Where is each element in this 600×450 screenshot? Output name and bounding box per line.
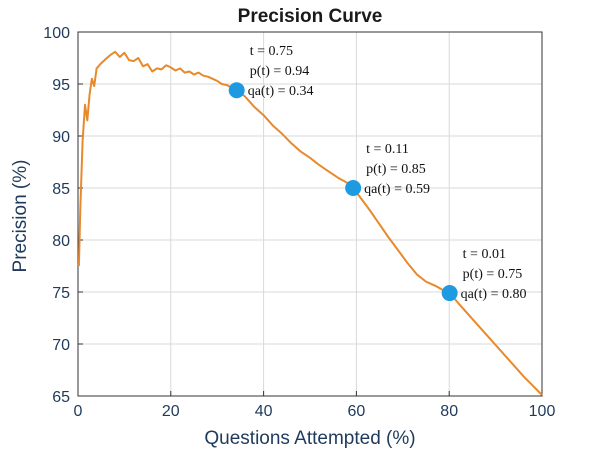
- y-tick-label: 95: [52, 77, 70, 94]
- marker-annotation-line: p(t) = 0.94: [250, 64, 310, 79]
- y-tick-label: 100: [43, 25, 70, 42]
- series-line-precision: [77, 50, 543, 396]
- y-tick-label: 70: [52, 337, 70, 354]
- threshold-marker: [345, 180, 362, 196]
- y-tick-label: 65: [52, 389, 70, 406]
- y-tick-label: 80: [52, 233, 70, 250]
- y-tick-label: 75: [52, 285, 70, 302]
- marker-annotation-line: p(t) = 0.75: [463, 267, 523, 282]
- marker-annotation-line: t = 0.75: [250, 44, 293, 59]
- x-tick-label: 60: [348, 403, 366, 420]
- x-tick-label: 40: [255, 403, 273, 420]
- y-axis-label: Precision (%): [10, 160, 31, 273]
- x-tick-label: 0: [74, 403, 83, 420]
- x-tick-label: 20: [162, 403, 180, 420]
- x-tick-label: 80: [440, 403, 458, 420]
- y-tick-label: 85: [52, 181, 70, 198]
- threshold-marker: [441, 285, 458, 302]
- y-tick-label: 90: [52, 129, 70, 146]
- marker-annotation-line: qa(t) = 0.80: [461, 287, 527, 302]
- marker-annotation-line: qa(t) = 0.34: [248, 84, 314, 99]
- marker-annotation-line: t = 0.01: [463, 247, 506, 262]
- marker-annotation-line: p(t) = 0.85: [366, 162, 426, 177]
- plot-area: 0 20 40 60 80 100 65 70 75 80 85 90 95 100 t = 0.75 p(t…: [43, 25, 555, 420]
- axes-box: [77, 31, 543, 397]
- x-tick-label: 100: [529, 403, 556, 420]
- marker-annotation-line: t = 0.11: [366, 142, 409, 157]
- x-axis-label: Questions Attempted (%): [204, 428, 415, 449]
- chart-title: Precision Curve: [238, 6, 383, 27]
- threshold-marker: [228, 82, 245, 99]
- marker-annotation-line: qa(t) = 0.59: [364, 182, 430, 197]
